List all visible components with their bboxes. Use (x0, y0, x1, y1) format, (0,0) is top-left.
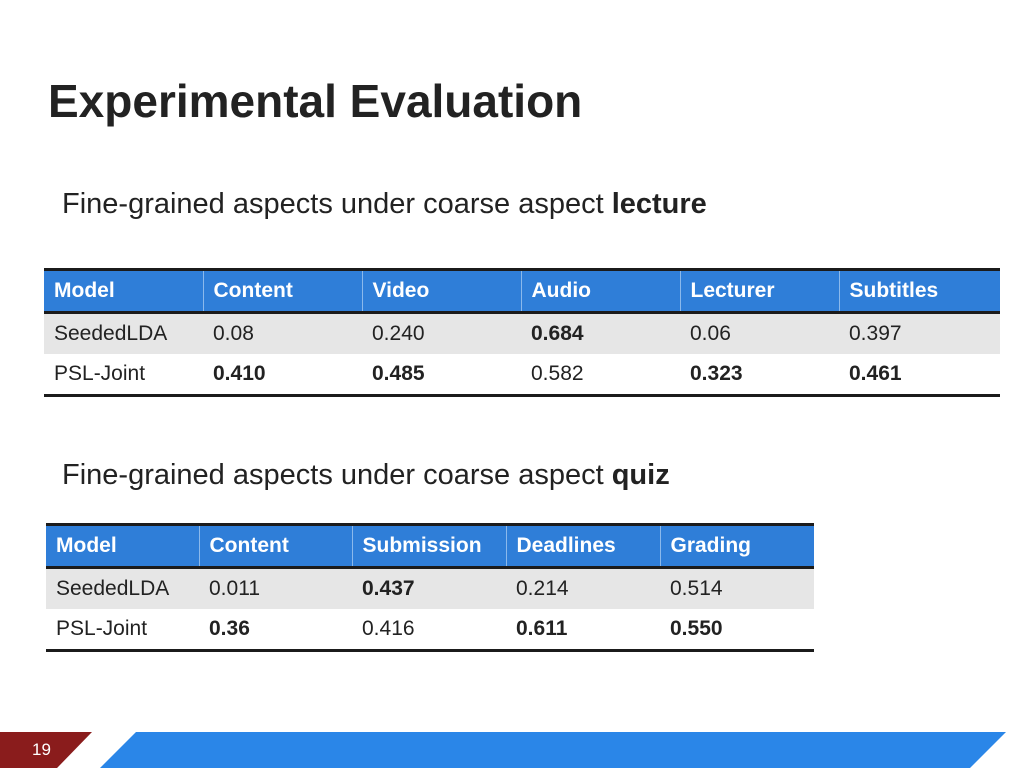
value-cell: 0.416 (352, 609, 506, 652)
value-cell-best: 0.485 (362, 354, 521, 397)
value-cell: 0.240 (362, 312, 521, 354)
value-cell-best: 0.36 (199, 609, 352, 652)
value-cell-best: 0.410 (203, 354, 362, 397)
column-header-video: Video (362, 268, 522, 314)
quiz-aspects-table: Model Content Submission Deadlines Gradi… (46, 523, 814, 652)
table-row: PSL-Joint 0.36 0.416 0.611 0.550 (46, 609, 814, 652)
value-cell: 0.397 (839, 312, 1000, 354)
table-header-row: Model Content Submission Deadlines Gradi… (46, 523, 814, 569)
value-cell: 0.08 (203, 312, 362, 354)
model-cell: SeededLDA (46, 567, 199, 609)
slide-number: 19 (32, 740, 51, 759)
model-cell: SeededLDA (44, 312, 203, 354)
column-header-submission: Submission (352, 523, 507, 569)
lecture-aspects-table: Model Content Video Audio Lecturer Subti… (44, 268, 1000, 397)
quiz-caption-prefix: Fine-grained aspects under coarse aspect (62, 459, 612, 491)
column-header-audio: Audio (521, 268, 681, 314)
value-cell: 0.514 (660, 567, 814, 609)
column-header-content: Content (199, 523, 353, 569)
value-cell: 0.011 (199, 567, 352, 609)
quiz-caption-aspect: quiz (611, 459, 670, 491)
column-header-lecturer: Lecturer (680, 268, 840, 314)
column-header-model: Model (46, 523, 200, 569)
value-cell: 0.582 (521, 354, 680, 397)
slide-title: Experimental Evaluation (48, 75, 583, 127)
value-cell-best: 0.323 (680, 354, 839, 397)
table-row: SeededLDA 0.011 0.437 0.214 0.514 (46, 567, 814, 609)
column-header-model: Model (44, 268, 204, 314)
table-row: PSL-Joint 0.410 0.485 0.582 0.323 0.461 (44, 354, 1000, 397)
column-header-grading: Grading (660, 523, 814, 569)
column-header-deadlines: Deadlines (506, 523, 661, 569)
footer-accent-bar (100, 732, 1006, 768)
model-cell: PSL-Joint (46, 609, 199, 652)
value-cell-best: 0.611 (506, 609, 660, 652)
value-cell-best: 0.461 (839, 354, 1000, 397)
column-header-subtitles: Subtitles (839, 268, 1000, 314)
value-cell-best: 0.550 (660, 609, 814, 652)
slide-number-badge: 19 (0, 732, 92, 768)
table-header-row: Model Content Video Audio Lecturer Subti… (44, 268, 1000, 314)
model-cell: PSL-Joint (44, 354, 203, 397)
lecture-caption-prefix: Fine-grained aspects under coarse aspect (62, 188, 612, 220)
lecture-caption: Fine-grained aspects under coarse aspect… (62, 188, 707, 221)
value-cell: 0.214 (506, 567, 660, 609)
table-row: SeededLDA 0.08 0.240 0.684 0.06 0.397 (44, 312, 1000, 354)
value-cell-best: 0.437 (352, 567, 506, 609)
value-cell: 0.06 (680, 312, 839, 354)
quiz-caption: Fine-grained aspects under coarse aspect… (62, 459, 670, 492)
column-header-content: Content (203, 268, 363, 314)
lecture-caption-aspect: lecture (611, 188, 707, 220)
value-cell-best: 0.684 (521, 312, 680, 354)
